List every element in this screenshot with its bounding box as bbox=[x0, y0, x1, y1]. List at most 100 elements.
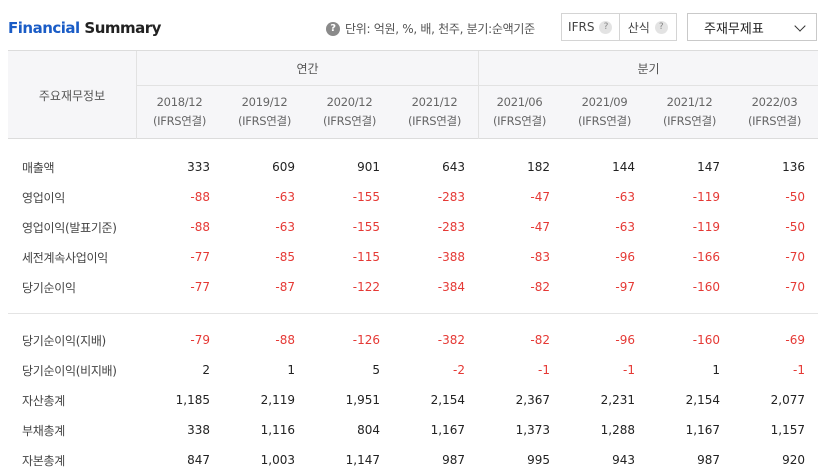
table-cell: 1,167 bbox=[430, 423, 465, 437]
table-cell: 5 bbox=[372, 363, 380, 377]
table-cell: -1 bbox=[793, 363, 805, 377]
title-rest-text: Summary bbox=[79, 19, 161, 37]
column-basis: (IFRS연결) bbox=[407, 113, 462, 128]
row-label[interactable]: 매출액 bbox=[22, 160, 55, 175]
table-cell: 1,185 bbox=[175, 393, 210, 407]
table-cell: 2,231 bbox=[600, 393, 635, 407]
column-basis: (IFRS연결) bbox=[492, 113, 547, 128]
table-cell: -88 bbox=[190, 220, 210, 234]
row-label[interactable]: 당기순이익(지배) bbox=[22, 333, 106, 348]
unit-note: ? 단위: 억원, %, 배, 천주, 분기:순액기준 bbox=[326, 20, 535, 37]
table-cell: -70 bbox=[785, 280, 805, 294]
column-header: 2022/03 (IFRS연결) bbox=[732, 85, 817, 138]
table-cell: -47 bbox=[530, 190, 550, 204]
table-cell: 2,154 bbox=[685, 393, 720, 407]
table-cell: -63 bbox=[615, 190, 635, 204]
column-header: 2018/12 (IFRS연결) bbox=[137, 85, 222, 138]
table-cell: -88 bbox=[275, 333, 295, 347]
row-label[interactable]: 세전계속사업이익 bbox=[22, 250, 108, 265]
row-label[interactable]: 영업이익 bbox=[22, 190, 65, 205]
table-cell: -88 bbox=[190, 190, 210, 204]
table-cell: -77 bbox=[190, 250, 210, 264]
statement-select[interactable]: 주재무제표 bbox=[687, 13, 817, 41]
column-header: 2021/06 (IFRS연결) bbox=[477, 85, 562, 138]
column-header: 2021/09 (IFRS연결) bbox=[562, 85, 647, 138]
column-basis: (IFRS연결) bbox=[662, 113, 717, 128]
table-header-border bbox=[8, 138, 818, 139]
formula-option[interactable]: 산식? bbox=[618, 14, 677, 40]
table-cell: -87 bbox=[275, 280, 295, 294]
table-cell: 338 bbox=[187, 423, 210, 437]
table-cell: -85 bbox=[275, 250, 295, 264]
table-cell: 1,147 bbox=[345, 453, 380, 467]
info-icon[interactable]: ? bbox=[326, 21, 340, 36]
table-cell: -126 bbox=[352, 333, 380, 347]
section-title: Financial Summary bbox=[8, 19, 161, 37]
table-cell: -63 bbox=[275, 220, 295, 234]
column-period: 2021/12 bbox=[411, 94, 458, 109]
table-cell: -2 bbox=[453, 363, 465, 377]
table-cell: -160 bbox=[692, 280, 720, 294]
column-period: 2018/12 bbox=[156, 94, 203, 109]
table-cell: -69 bbox=[785, 333, 805, 347]
column-basis: (IFRS연결) bbox=[577, 113, 632, 128]
table-cell: -47 bbox=[530, 220, 550, 234]
table-cell: 901 bbox=[357, 160, 380, 174]
table-cell: -119 bbox=[692, 190, 720, 204]
table-cell: -1 bbox=[538, 363, 550, 377]
table-cell: -155 bbox=[352, 190, 380, 204]
table-cell: -63 bbox=[275, 190, 295, 204]
table-cell: 147 bbox=[697, 160, 720, 174]
table-cell: -119 bbox=[692, 220, 720, 234]
table-cell: -1 bbox=[623, 363, 635, 377]
summary-header: Financial Summary ? 단위: 억원, %, 배, 천주, 분기… bbox=[0, 0, 826, 50]
row-label[interactable]: 자산총계 bbox=[22, 393, 65, 408]
column-header: 2021/12 (IFRS연결) bbox=[392, 85, 477, 138]
ifrs-help-icon[interactable]: ? bbox=[599, 20, 613, 34]
title-accent-text: Financial bbox=[8, 19, 80, 37]
table-cell: 2,154 bbox=[430, 393, 465, 407]
row-label[interactable]: 영업이익(발표기준) bbox=[22, 220, 117, 235]
table-cell: 1,003 bbox=[260, 453, 295, 467]
table-cell: 1,373 bbox=[515, 423, 550, 437]
table-cell: -166 bbox=[692, 250, 720, 264]
row-label[interactable]: 부채총계 bbox=[22, 423, 65, 438]
annual-group-label: 연간 bbox=[296, 61, 319, 76]
table-cell: -115 bbox=[352, 250, 380, 264]
column-basis: (IFRS연결) bbox=[322, 113, 377, 128]
ifrs-label: IFRS bbox=[568, 20, 595, 34]
table-cell: 987 bbox=[697, 453, 720, 467]
formula-help-icon[interactable]: ? bbox=[654, 20, 668, 34]
table-cell: -79 bbox=[190, 333, 210, 347]
table-row: 영업이익(발표기준) -88 -63 -155 -283 -47 -63 -119 -50 bbox=[8, 212, 818, 242]
table-cell: -96 bbox=[615, 333, 635, 347]
column-period: 2019/12 bbox=[241, 94, 288, 109]
row-group-divider bbox=[8, 313, 818, 314]
table-cell: 643 bbox=[442, 160, 465, 174]
table-row: 당기순이익(지배) -79 -88 -126 -382 -82 -96 -160 -69 bbox=[8, 325, 818, 355]
table-cell: 1 bbox=[287, 363, 295, 377]
table-header-bg bbox=[8, 51, 818, 139]
row-label[interactable]: 자본총계 bbox=[22, 453, 65, 468]
table-cell: 943 bbox=[612, 453, 635, 467]
table-cell: 2,119 bbox=[260, 393, 295, 407]
basis-toggle: IFRS? 산식? bbox=[561, 13, 677, 41]
chevron-down-icon bbox=[794, 20, 806, 32]
table-cell: -77 bbox=[190, 280, 210, 294]
table-cell: -97 bbox=[615, 280, 635, 294]
row-label[interactable]: 당기순이익 bbox=[22, 280, 76, 295]
ifrs-option[interactable]: IFRS? bbox=[562, 14, 619, 40]
table-cell: 1,951 bbox=[345, 393, 380, 407]
table-cell: -82 bbox=[530, 333, 550, 347]
table-row: 자산총계 1,185 2,119 1,951 2,154 2,367 2,231 2,154 2… bbox=[8, 385, 818, 415]
row-label[interactable]: 당기순이익(비지배) bbox=[22, 363, 117, 378]
table-cell: 1,157 bbox=[770, 423, 805, 437]
column-basis: (IFRS연결) bbox=[152, 113, 207, 128]
table-cell: -96 bbox=[615, 250, 635, 264]
table-cell: 182 bbox=[527, 160, 550, 174]
table-row: 영업이익 -88 -63 -155 -283 -47 -63 -119 -50 bbox=[8, 182, 818, 212]
table-row: 당기순이익 -77 -87 -122 -384 -82 -97 -160 -70 bbox=[8, 272, 818, 302]
table-row: 매출액 333 609 901 643 182 144 147 136 bbox=[8, 152, 818, 182]
table-cell: -83 bbox=[530, 250, 550, 264]
table-cell: -384 bbox=[437, 280, 465, 294]
